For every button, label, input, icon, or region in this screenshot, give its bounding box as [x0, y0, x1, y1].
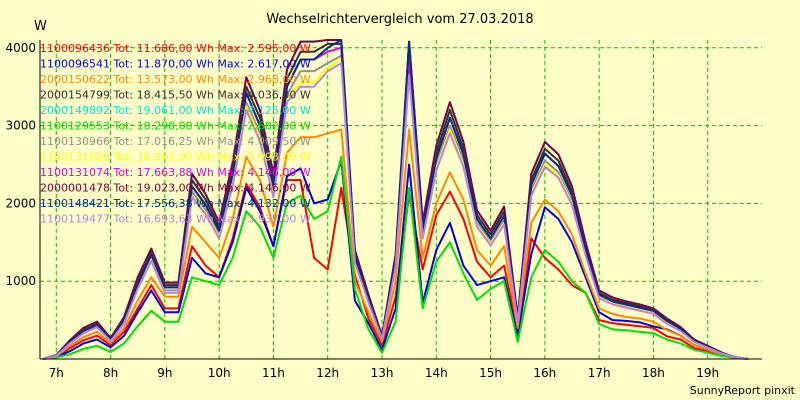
x-tick-label: 9h	[157, 366, 172, 380]
legend-entry-12: 1100119477 Tot: 16.693,63 Wh Max: 3.937,…	[40, 213, 311, 226]
x-tick-label: 7h	[49, 366, 64, 380]
x-tick-label: 19h	[696, 366, 719, 380]
chart-title: Wechselrichtervergleich vom 27.03.2018	[266, 12, 533, 27]
series-line-2	[42, 159, 749, 360]
y-axis-unit: W	[34, 19, 47, 34]
y-tick-label: 2000	[5, 196, 36, 210]
series-line-6	[42, 155, 749, 360]
x-tick-label: 18h	[642, 366, 665, 380]
legend-entry-5: 2000149892 Tot: 19.061,00 Wh Max: 4.125,…	[40, 104, 311, 117]
y-tick-label: 1000	[5, 274, 36, 288]
legend-entry-8: 1100131026 Tot: 16.843,00 Wh Max: 3.993,…	[40, 151, 311, 164]
x-tick-label: 14h	[425, 366, 448, 380]
series-line-1	[42, 179, 749, 360]
legend: 1100096436 Tot: 11.686,00 Wh Max: 2.595,…	[40, 42, 311, 226]
x-tick-label: 8h	[103, 366, 118, 380]
credit-text: SunnyReport pinxit	[690, 384, 796, 397]
x-tick-label: 10h	[208, 366, 231, 380]
legend-entry-9: 1100131074 Tot: 17.663,88 Wh Max: 4.146,…	[40, 166, 311, 179]
legend-entry-1: 1100096436 Tot: 11.686,00 Wh Max: 2.595,…	[40, 42, 311, 55]
x-tick-label: 11h	[262, 366, 285, 380]
y-tick-label: 3000	[5, 119, 36, 133]
legend-entry-7: 1100130966 Tot: 17.016,25 Wh Max: 4.009,…	[40, 135, 311, 148]
series-layer	[42, 39, 749, 360]
legend-entry-4: 2000154799 Tot: 18.415,50 Wh Max: 4.036,…	[40, 89, 311, 102]
series-line-12	[42, 62, 749, 360]
x-tick-label: 17h	[588, 366, 611, 380]
y-tick-label: 4000	[5, 41, 36, 55]
legend-entry-2: 1100096541 Tot: 11.870,00 Wh Max: 2.617,…	[40, 58, 311, 71]
legend-entry-6: 1100129553 Tot: 10.298,00 Wh Max: 2.682,…	[40, 120, 311, 133]
legend-entry-11: 1100148421 Tot: 17.556,38 Wh Max: 4.132,…	[40, 197, 311, 210]
x-tick-label: 13h	[371, 366, 394, 380]
legend-entry-10: 2000001478 Tot: 19.023,00 Wh Max: 4.146,…	[40, 182, 311, 195]
series-line-3	[42, 128, 749, 360]
legend-entry-3: 2000150622 Tot: 13.573,00 Wh Max: 2.968,…	[40, 73, 311, 86]
x-tick-label: 15h	[479, 366, 502, 380]
x-tick-label: 16h	[533, 366, 556, 380]
axes: 1000 2000 3000 4000 7h 8h 9h 10h 11h 12h 13h 14h 15h…	[5, 40, 762, 380]
x-tick-label: 12h	[316, 366, 339, 380]
